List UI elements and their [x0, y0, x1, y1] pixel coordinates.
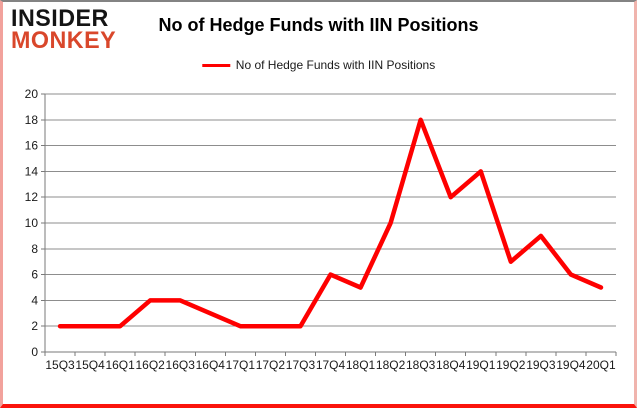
y-tick-label: 12 [25, 190, 39, 204]
chart-title: No of Hedge Funds with IIN Positions [158, 15, 479, 35]
x-tick-label: 20Q1 [586, 358, 616, 372]
y-tick-label: 20 [25, 87, 39, 101]
x-tick-label: 17Q2 [256, 358, 286, 372]
series-line [57, 117, 604, 329]
x-tick-label: 17Q3 [286, 358, 316, 372]
x-tick-label: 19Q1 [466, 358, 496, 372]
x-tick-label: 16Q1 [105, 358, 135, 372]
y-axis-ticks-labels: 0 2 4 6 8 10 12 14 16 18 20 [25, 87, 45, 359]
x-tick-label: 18Q4 [436, 358, 466, 372]
x-tick-label: 18Q2 [376, 358, 406, 372]
x-tick-label: 17Q4 [316, 358, 346, 372]
x-tick-label: 19Q3 [526, 358, 556, 372]
y-tick-label: 10 [25, 216, 39, 230]
y-tick-label: 0 [31, 345, 38, 359]
x-tick-label: 19Q4 [556, 358, 586, 372]
y-tick-label: 14 [25, 164, 39, 178]
x-tick-label: 16Q2 [136, 358, 166, 372]
x-tick-label: 15Q3 [45, 358, 75, 372]
x-tick-label: 15Q4 [75, 358, 105, 372]
x-axis-ticks-labels: 15Q3 15Q4 16Q1 16Q2 16Q3 16Q4 17Q1 17Q2 17Q3 17Q4… [44, 352, 617, 372]
y-tick-label: 18 [25, 113, 39, 127]
x-tick-label: 16Q3 [166, 358, 196, 372]
y-tick-label: 4 [31, 293, 38, 307]
legend-line-marker [201, 63, 230, 67]
x-tick-label: 19Q2 [496, 358, 526, 372]
logo-insider: INSIDER [11, 5, 109, 32]
x-tick-label: 17Q1 [226, 358, 256, 372]
y-tick-label: 2 [31, 319, 38, 333]
y-tick-label: 16 [25, 139, 39, 153]
legend-label: No of Hedge Funds with IIN Positions [235, 58, 436, 72]
x-tick-label: 18Q3 [406, 358, 436, 372]
logo-monkey: MONKEY [11, 27, 117, 55]
x-tick-label: 16Q4 [196, 358, 226, 372]
insider-monkey-logo: INSIDER MONKEY [11, 5, 119, 55]
gridlines [45, 93, 616, 327]
x-tick-label: 18Q1 [346, 358, 376, 372]
chart-legend: No of Hedge Funds with IIN Positions [201, 58, 436, 72]
y-tick-label: 6 [31, 268, 38, 282]
y-tick-label: 8 [31, 242, 38, 256]
